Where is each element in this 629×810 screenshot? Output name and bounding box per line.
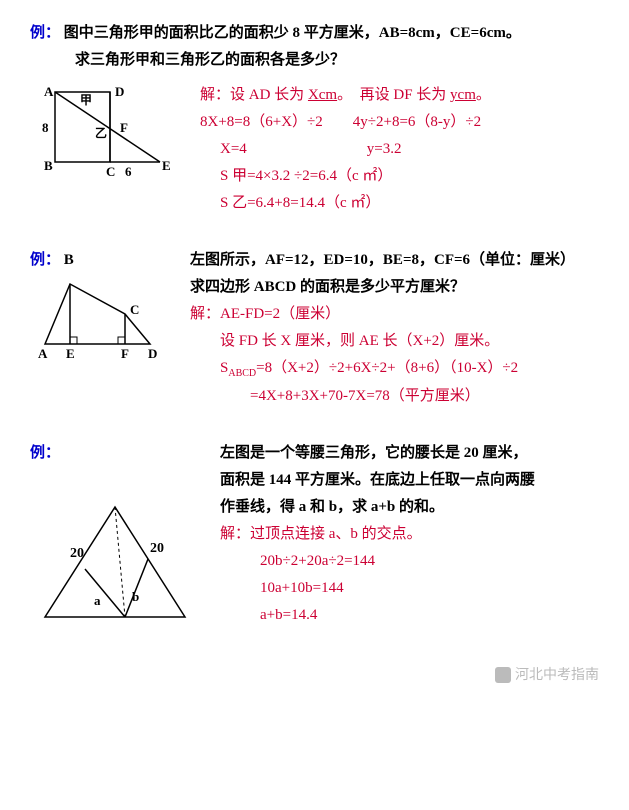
sol-line: 解：设 AD 长为 Xcm。 再设 DF 长为 ycm。 <box>200 82 599 109</box>
svg-text:C: C <box>130 302 139 317</box>
example-label: 例： <box>30 445 60 461</box>
svg-text:乙: 乙 <box>95 126 107 140</box>
ex2-left: 例： B A E F D C <box>30 247 170 374</box>
sol-line: SABCD=8（X+2）÷2+6X÷2+（8+6）（10-X）÷2 <box>190 355 599 383</box>
sol-line: 8X+8=8（6+X）÷2 4y÷2+8=6（8-y）÷2 <box>200 109 599 136</box>
svg-text:E: E <box>66 346 75 361</box>
svg-text:F: F <box>120 120 128 135</box>
svg-text:C: C <box>106 164 115 179</box>
svg-text:8: 8 <box>42 120 49 135</box>
sol-line: 解：AE-FD=2（厘米） <box>190 301 599 328</box>
ex2-figure: A E F D C <box>30 274 170 374</box>
problem-text: 作垂线，得 a 和 b，求 a+b 的和。 <box>220 494 599 521</box>
svg-text:20: 20 <box>70 546 84 561</box>
svg-text:6: 6 <box>125 164 132 179</box>
ex1-figure: A B C D E F 甲 乙 8 6 <box>30 82 180 192</box>
ex3-figure: 20 20 a b <box>30 497 200 647</box>
example-label: 例： <box>30 252 60 268</box>
ex3-left: 例： 20 20 a b <box>30 440 200 647</box>
sol-line: 20b÷2+20a÷2=144 <box>220 548 599 575</box>
fig-label-B: B <box>64 252 74 268</box>
svg-text:A: A <box>38 346 48 361</box>
problem-text: 求四边形 ABCD 的面积是多少平方厘米？ <box>190 274 599 301</box>
svg-text:E: E <box>162 158 171 173</box>
ex1-problem-line2: 求三角形甲和三角形乙的面积各是多少？ <box>75 47 599 74</box>
example-label: 例： <box>30 25 60 41</box>
ex1-problem-line1: 例： 图中三角形甲的面积比乙的面积少 8 平方厘米，AB=8cm，CE=6cm。 <box>30 20 599 47</box>
svg-text:a: a <box>94 593 101 608</box>
svg-text:D: D <box>148 346 157 361</box>
sol-line: a+b=14.4 <box>220 602 599 629</box>
svg-text:B: B <box>44 158 53 173</box>
watermark-icon <box>495 667 511 683</box>
watermark: 河北中考指南 <box>495 662 599 687</box>
svg-text:D: D <box>115 84 124 99</box>
svg-text:A: A <box>44 84 54 99</box>
example-2: 例： B A E F D C 左图所示，AF=12，ED=10， <box>30 247 599 410</box>
sol-line: X=4 y=3.2 <box>200 136 599 163</box>
sol-line: 10a+10b=144 <box>220 575 599 602</box>
svg-text:b: b <box>132 589 139 604</box>
example-3: 例： 20 20 a b 左图是一个等腰三角形，它的腰长是 20 厘米， 面积是… <box>30 440 599 647</box>
svg-text:F: F <box>121 346 129 361</box>
problem-text: 图中三角形甲的面积比乙的面积少 8 平方厘米，AB=8cm，CE=6cm。 <box>64 25 521 41</box>
problem-text: 左图是一个等腰三角形，它的腰长是 20 厘米， <box>220 440 599 467</box>
example-1: 例： 图中三角形甲的面积比乙的面积少 8 平方厘米，AB=8cm，CE=6cm。… <box>30 20 599 217</box>
sol-line: S 甲=4×3.2 ÷2=6.4（c ㎡） <box>200 163 599 190</box>
svg-text:甲: 甲 <box>80 93 92 107</box>
ex1-solution: 解：设 AD 长为 Xcm。 再设 DF 长为 ycm。 8X+8=8（6+X）… <box>200 82 599 217</box>
svg-text:20: 20 <box>150 541 164 556</box>
sol-line: =4X+8+3X+70-7X=78（平方厘米） <box>190 383 599 410</box>
sol-line: 解：过顶点连接 a、b 的交点。 <box>220 521 599 548</box>
sol-line: 设 FD 长 X 厘米，则 AE 长（X+2）厘米。 <box>190 328 599 355</box>
problem-text: 面积是 144 平方厘米。在底边上任取一点向两腰 <box>220 467 599 494</box>
ex2-content: 左图所示，AF=12，ED=10，BE=8，CF=6（单位：厘米） 求四边形 A… <box>190 247 599 410</box>
problem-text: 左图所示，AF=12，ED=10，BE=8，CF=6（单位：厘米） <box>190 247 599 274</box>
sol-line: S 乙=6.4+8=14.4（c ㎡） <box>200 190 599 217</box>
ex3-content: 左图是一个等腰三角形，它的腰长是 20 厘米， 面积是 144 平方厘米。在底边… <box>220 440 599 629</box>
